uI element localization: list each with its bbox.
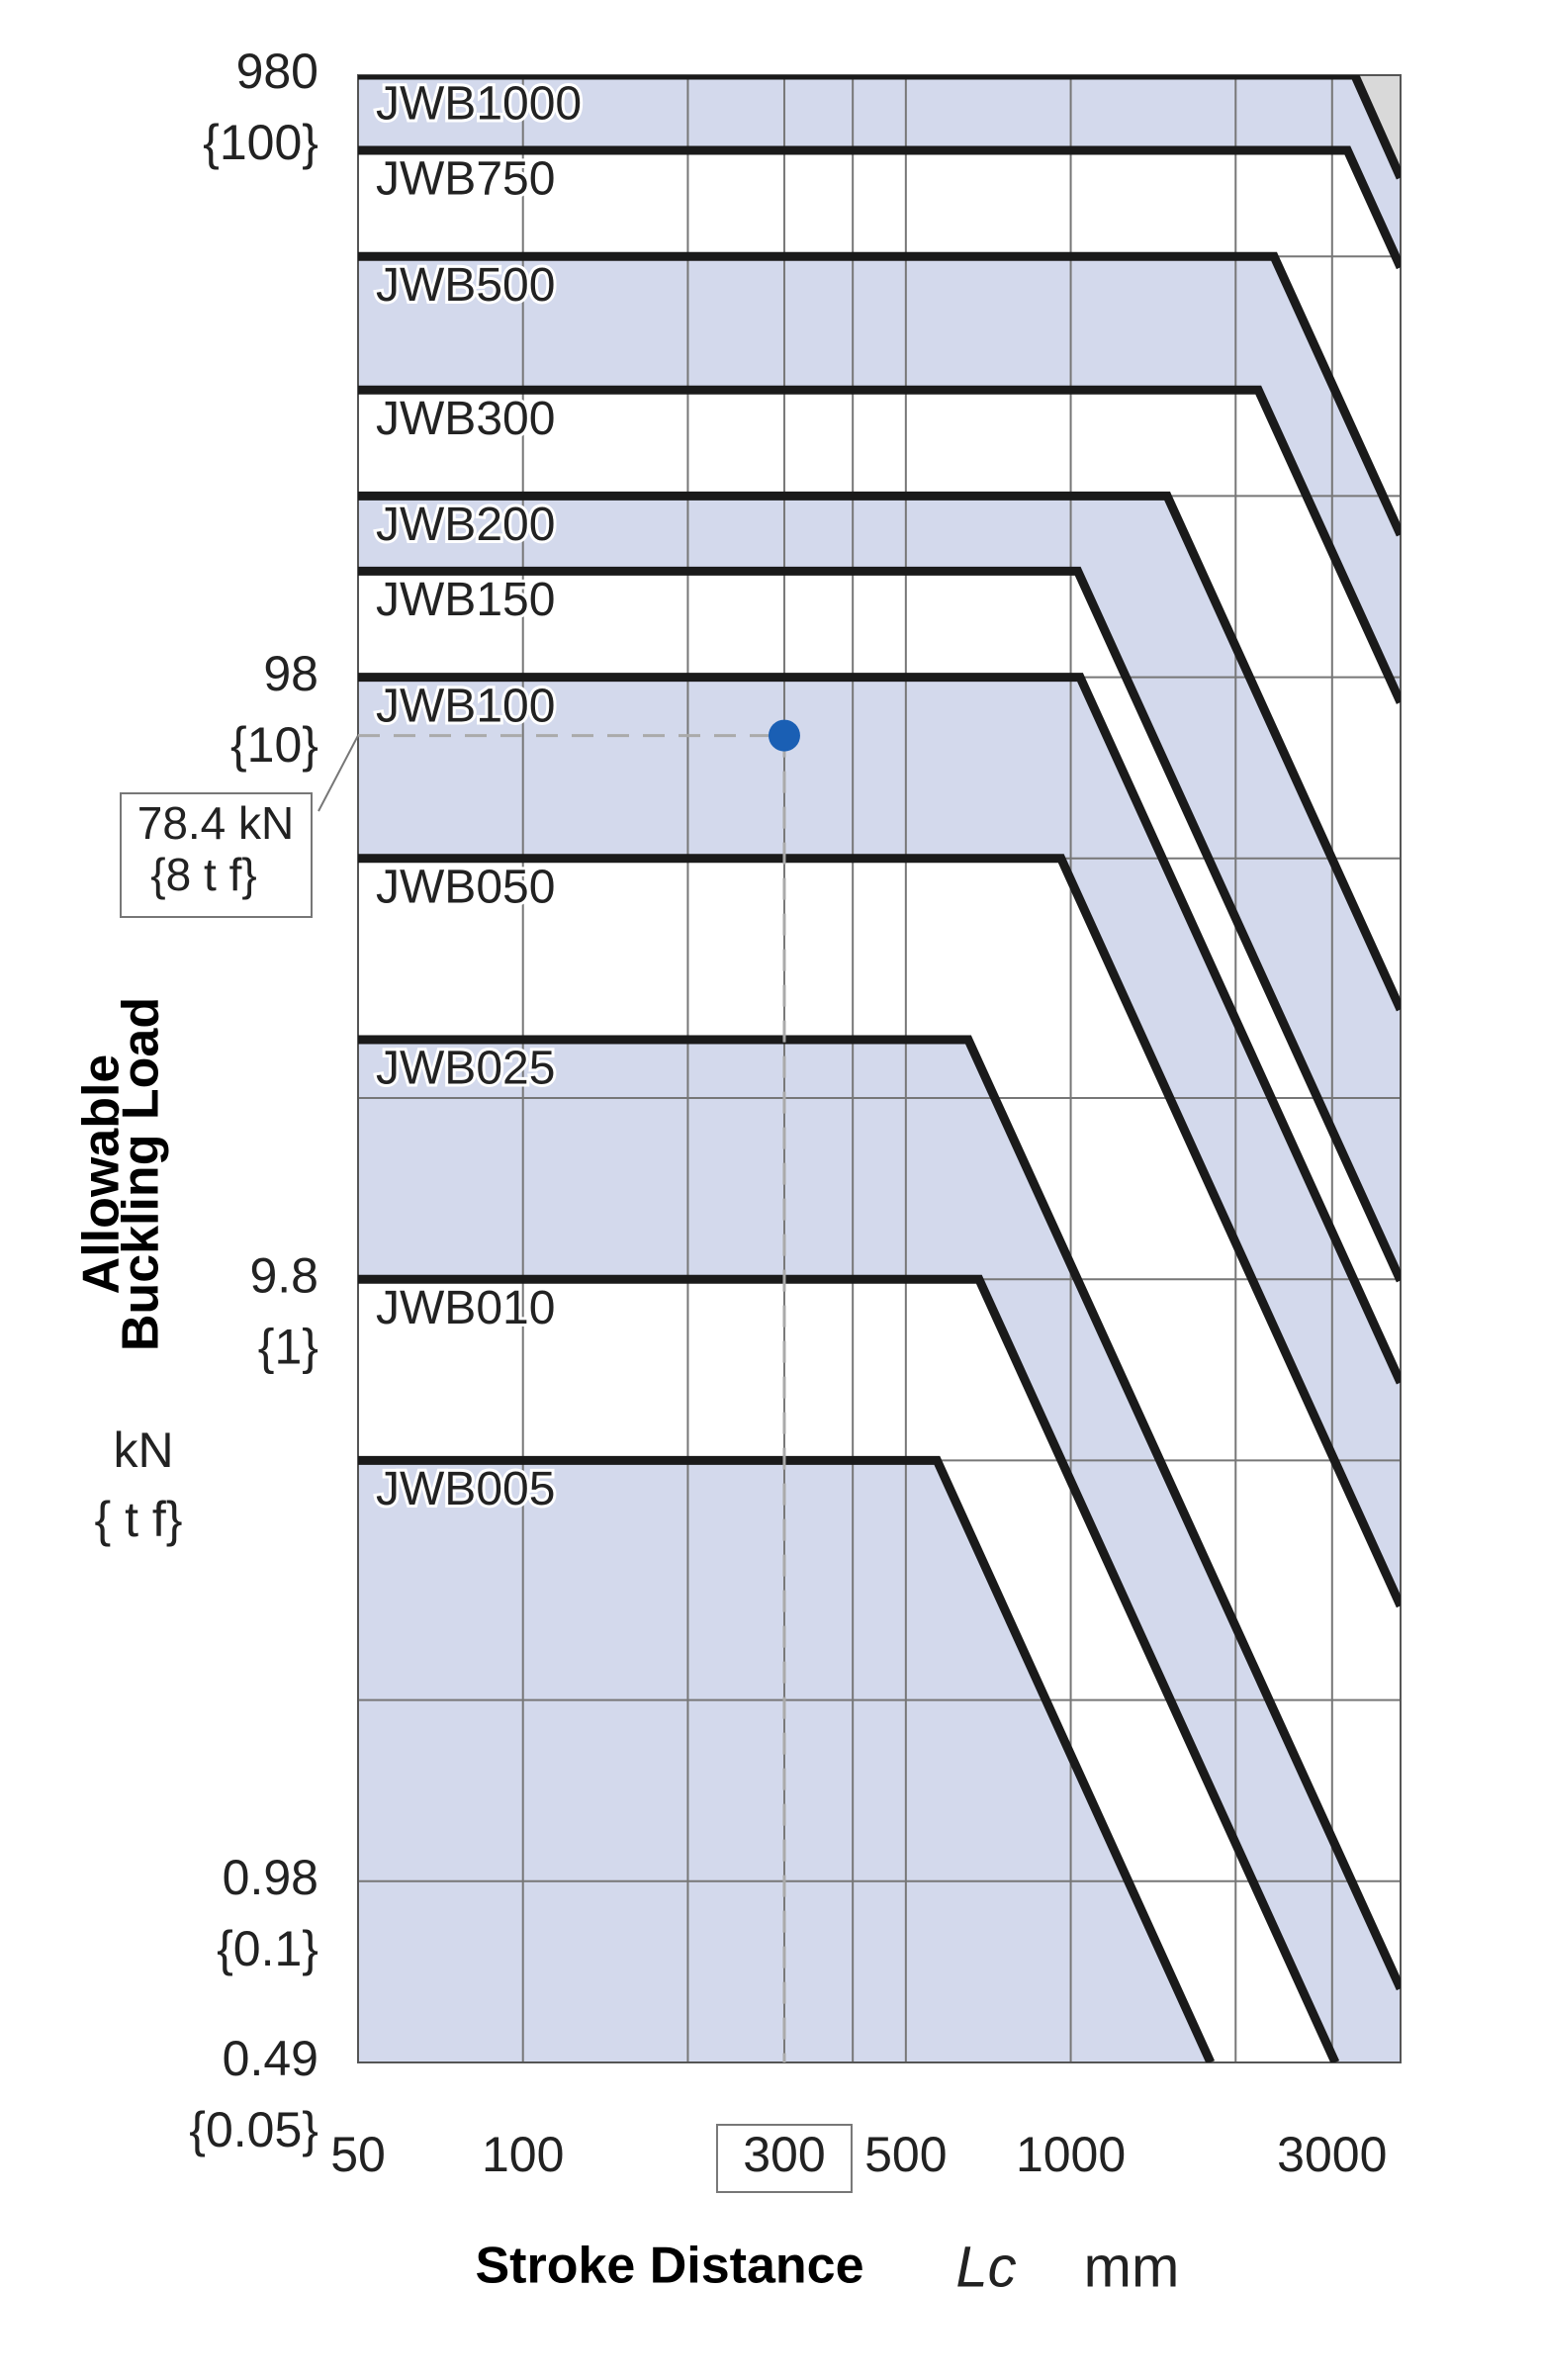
annotation: {8 t f} [150, 849, 256, 900]
y-tick-sublabel: {0.05} [189, 2102, 318, 2157]
y-tick-sublabel: {0.1} [217, 1921, 318, 1976]
x-tick-label: 500 [864, 2127, 947, 2182]
y-tick-label: 9.8 [249, 1247, 318, 1303]
series-line [358, 385, 1401, 704]
series-line [358, 673, 1401, 1385]
labels: 50 100 300 500 1000 3000 0.49 {0.05} 0.98 {0.1} 9.… [120, 44, 1387, 2193]
y-tick-label: 980 [236, 44, 318, 99]
series-line [358, 491, 1401, 1012]
y-tick-sublabel: {10} [230, 717, 318, 773]
series-label: JWB200 [376, 499, 555, 551]
x-tick-label: 50 [330, 2127, 386, 2182]
series-label: JWB500 [376, 259, 555, 312]
y-tick-label: 0.98 [223, 1850, 318, 1905]
series-label: JWB300 [376, 393, 555, 445]
series-label: JWB010 [376, 1282, 555, 1334]
series-line [358, 145, 1401, 270]
x-tick-label: 3000 [1277, 2127, 1387, 2182]
series-label: JWB150 [376, 574, 555, 626]
y-unit: kN [113, 1422, 173, 1478]
band [358, 256, 1401, 2062]
series-line [358, 1035, 1401, 1991]
series-label: JWB025 [376, 1043, 555, 1095]
series-line [358, 1274, 1340, 2062]
series-label: JWB100 [376, 680, 555, 732]
band [358, 1040, 1401, 2062]
x-tick-box [715, 2124, 853, 2193]
series-line [358, 566, 1401, 1283]
leader-line [317, 735, 359, 812]
y-axis-title: Allowable [73, 1054, 131, 1295]
y-tick-label: 98 [263, 646, 318, 701]
y-tick-sublabel: {1} [258, 1319, 318, 1374]
x-tick-label: 300 [743, 2127, 825, 2182]
series-label: JWB050 [376, 861, 555, 913]
y-tick-label: 0.49 [223, 2031, 318, 2086]
series-line [358, 1455, 1216, 2062]
x-unit: mm [1084, 2235, 1180, 2299]
highlight-point [768, 719, 800, 752]
x-tick-label: 100 [482, 2127, 564, 2182]
series-label: JWB750 [376, 153, 555, 206]
y-unit: { t f} [95, 1492, 183, 1547]
x-symbol: Lc [955, 2235, 1016, 2299]
y-tick-sublabel: {100} [203, 115, 318, 170]
series-line [358, 854, 1401, 1608]
series-line [358, 75, 1401, 180]
x-tick-label: 1000 [1016, 2127, 1126, 2182]
x-axis-title: Stroke Distance [475, 2238, 863, 2295]
y-axis-title: Buckling Load [113, 997, 170, 1351]
series-line [358, 251, 1401, 537]
annotation-box [120, 792, 313, 918]
series-lines [358, 75, 1401, 2062]
annotation: 78.4 kN [137, 797, 295, 849]
series-label: JWB005 [376, 1463, 555, 1515]
series-label: JWB1000 [376, 78, 582, 131]
